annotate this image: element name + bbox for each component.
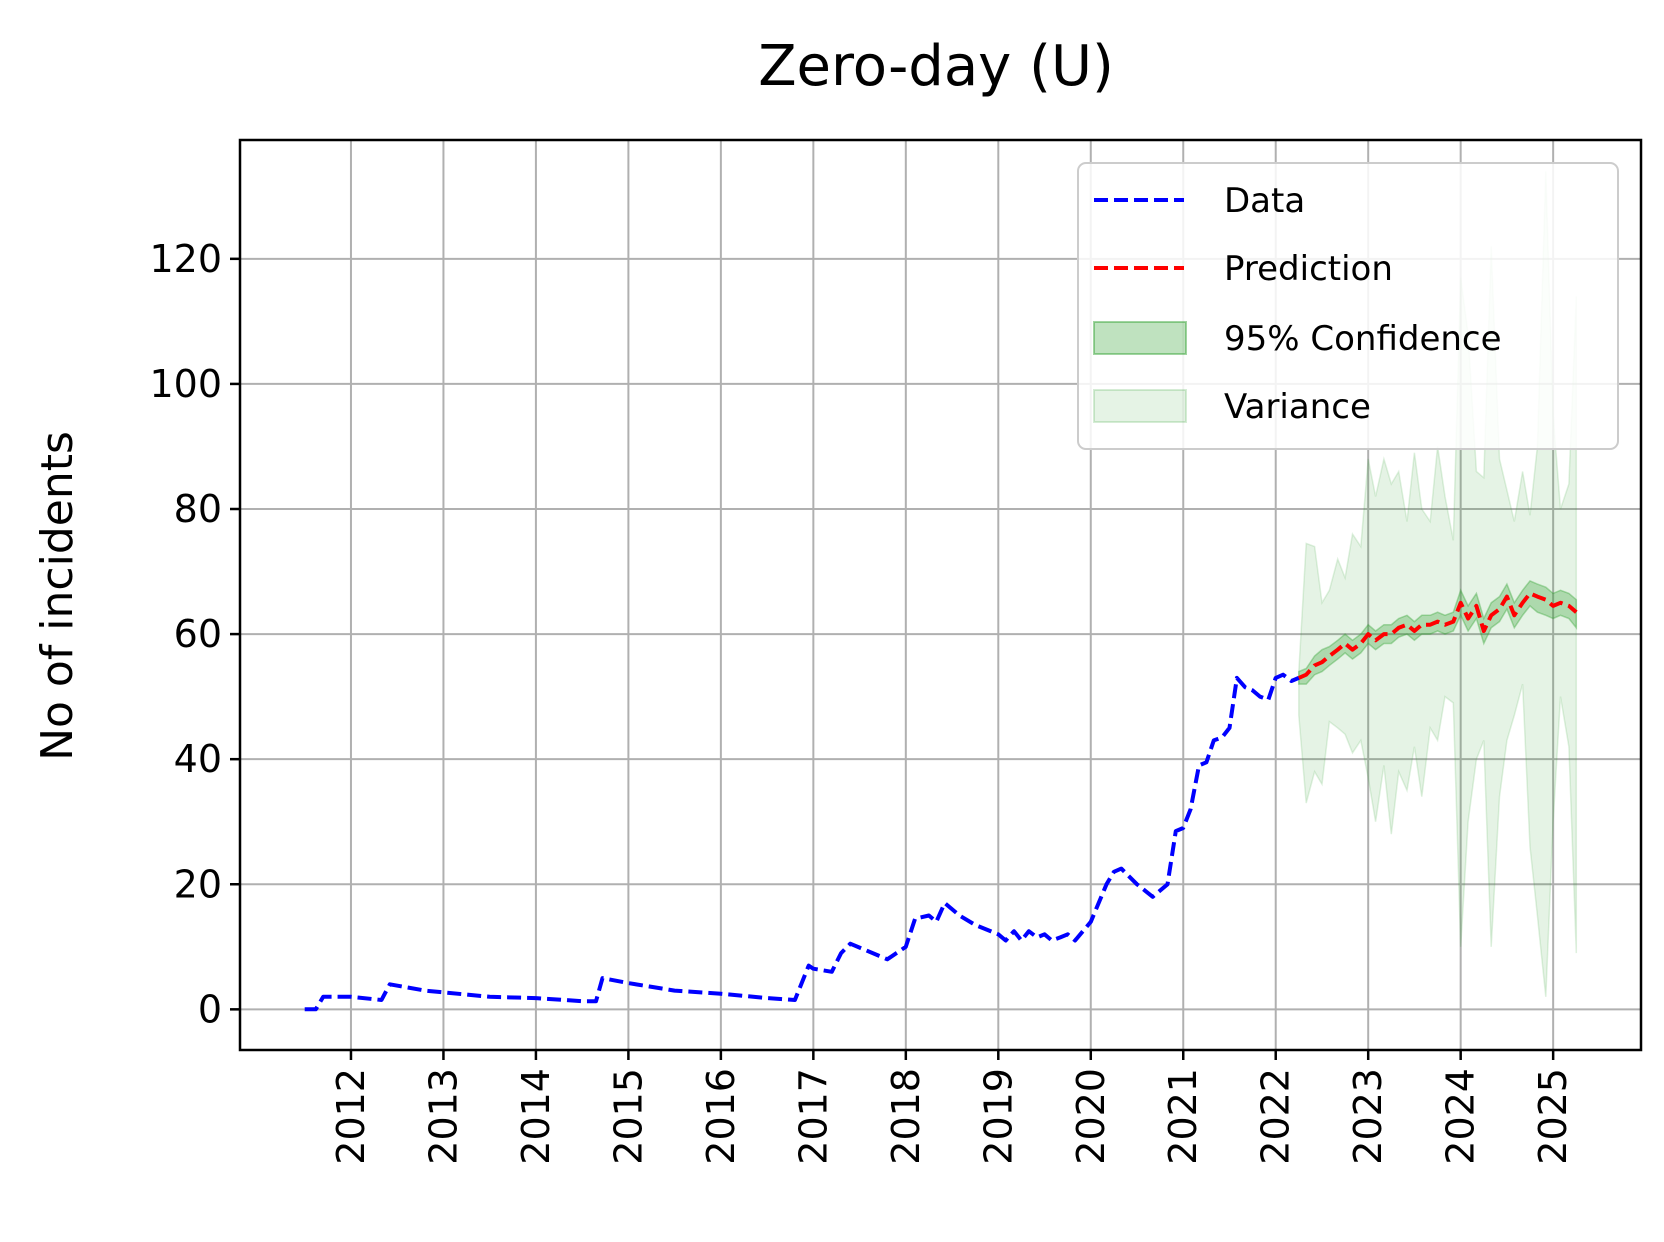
x-tick-label: 2023 (1346, 1068, 1390, 1165)
y-tick-label: 0 (198, 987, 222, 1031)
x-tick-label: 2021 (1161, 1068, 1205, 1165)
legend-confidence-swatch (1093, 321, 1187, 355)
x-tick-label: 2024 (1439, 1068, 1483, 1165)
x-tick-label: 2014 (514, 1068, 558, 1165)
x-tick-label: 2018 (884, 1068, 928, 1165)
x-tick-label: 2022 (1254, 1068, 1298, 1165)
legend-variance-swatch (1093, 389, 1187, 423)
variance-band (1298, 171, 1578, 997)
legend-label: 95% Confidence (1224, 319, 1502, 359)
x-tick-label: 2016 (699, 1068, 743, 1165)
legend-box (1077, 162, 1619, 450)
x-tick-label: 2020 (1069, 1068, 1113, 1165)
confidence-band (1298, 579, 1578, 685)
chart-title: Zero-day (U) (758, 34, 1114, 99)
y-tick-label: 80 (174, 487, 222, 531)
y-tick-label: 20 (174, 862, 222, 906)
y-tick-label: 100 (149, 362, 222, 406)
legend: Data Prediction 95% Confidence Variance (1077, 162, 1619, 450)
data-series-line (304, 672, 1300, 1012)
prediction-series-line (1298, 591, 1578, 680)
x-tick-label: 2012 (329, 1068, 373, 1165)
plot-area: 2012 2013 2014 2015 2016 2017 2018 2019 2020 2021… (149, 138, 1643, 1165)
y-tick-label: 60 (174, 612, 222, 656)
y-axis-label: No of incidents (32, 431, 83, 761)
x-tick-label: 2017 (791, 1068, 835, 1165)
y-tick-label: 40 (174, 737, 222, 781)
legend-label: Prediction (1224, 249, 1393, 289)
x-tick-label: 2015 (606, 1068, 650, 1165)
plot-frame (238, 138, 1643, 1052)
x-tick-label: 2025 (1531, 1068, 1575, 1165)
x-tick-label: 2013 (421, 1068, 465, 1165)
y-tick-label: 120 (149, 237, 222, 281)
legend-label: Variance (1224, 387, 1371, 427)
legend-label: Data (1224, 181, 1305, 221)
x-tick-label: 2019 (976, 1068, 1020, 1165)
